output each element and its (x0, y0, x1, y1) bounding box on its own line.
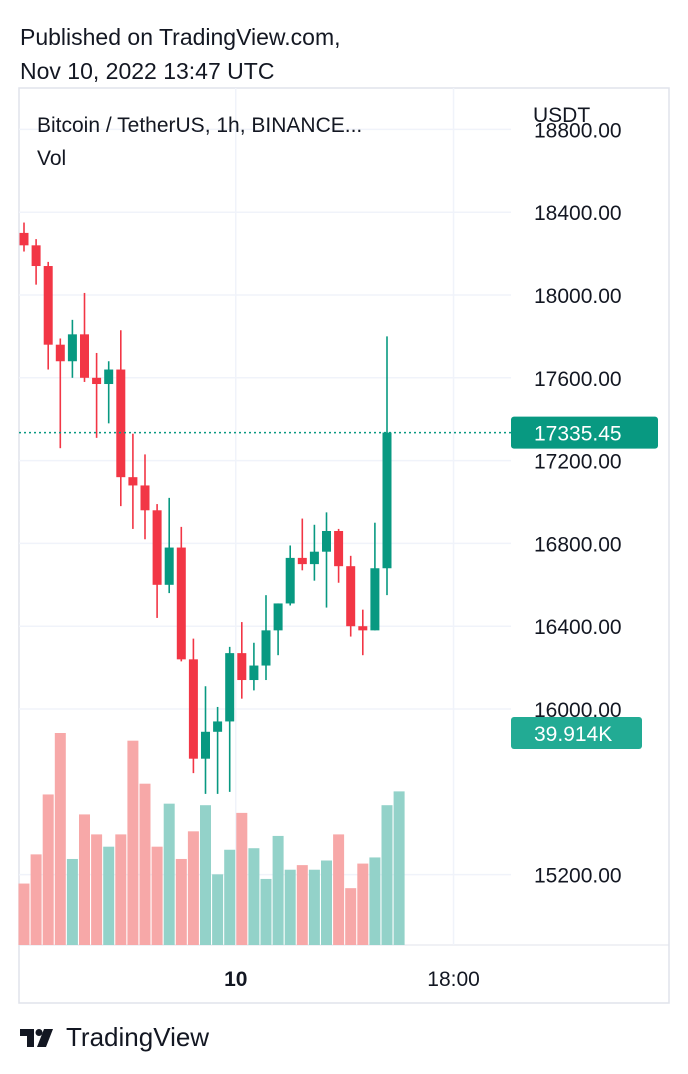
price-tick-label: 16000.00 (534, 699, 622, 722)
volume-bar (224, 849, 236, 945)
volume-bar (272, 835, 284, 945)
candles (19, 222, 392, 794)
volume-bar (54, 733, 66, 945)
chart-frame (18, 87, 670, 1004)
volume-bar (308, 869, 320, 945)
candle-body (249, 665, 259, 681)
candle-body (370, 568, 380, 631)
candle-body (201, 731, 210, 759)
volume-bar (212, 874, 224, 945)
volume-bar (393, 791, 405, 945)
price-tick-label: 18400.00 (534, 202, 622, 225)
price-tick-label: 16400.00 (534, 616, 622, 639)
candle-body (116, 369, 126, 478)
legend-volume[interactable]: Vol (37, 147, 66, 170)
published-line-1: Published on TradingView.com, (20, 24, 341, 50)
volume-bar (18, 883, 30, 945)
volume-bar (187, 831, 199, 945)
volume-bar (115, 834, 127, 945)
volume-bar (30, 854, 42, 945)
candle-body (188, 659, 198, 759)
price-axis[interactable]: 18800.00 18400.00 18000.00 17600.00 17200.00… (534, 119, 622, 887)
candle-body (225, 653, 235, 722)
last-volume-tag (511, 717, 642, 749)
price-tick-label: 16800.00 (534, 533, 622, 556)
candle-body (92, 377, 102, 385)
currency-label: USDT (533, 104, 590, 127)
volume-bar (175, 858, 187, 945)
candle-body (213, 721, 223, 732)
candle-body (322, 530, 331, 552)
volume-bar (369, 857, 381, 945)
candle-body (358, 626, 368, 631)
time-tick-label: 18:00 (427, 968, 480, 991)
volume-bar (296, 865, 308, 945)
candle-body (43, 266, 53, 345)
time-axis[interactable]: 10 18:00 (224, 968, 480, 991)
brand-name: TradingView (66, 1022, 210, 1052)
legend-symbol[interactable]: Bitcoin / TetherUS, 1h, BINANCE... (37, 114, 362, 137)
candle-body (67, 334, 77, 362)
price-tick-label: 17600.00 (534, 368, 622, 391)
candle-body (346, 566, 356, 627)
candle-body (19, 232, 29, 246)
price-tick-label: 15200.00 (534, 865, 622, 888)
volume-bar (151, 846, 163, 945)
candle-body (297, 557, 307, 565)
candle-body (164, 547, 174, 585)
last-volume-value: 39.914K (534, 723, 612, 746)
last-price-value: 17335.45 (534, 423, 622, 446)
volume-bar (381, 805, 393, 945)
published-caption: Published on TradingView.com, Nov 10, 20… (20, 20, 341, 88)
volume-bar (357, 863, 369, 945)
candle-body (273, 603, 283, 631)
volume-bar (236, 812, 248, 945)
candle-body (382, 432, 392, 569)
candle-body (55, 344, 65, 362)
grid (19, 88, 511, 945)
candle-body (261, 630, 271, 666)
volume-bar (127, 740, 139, 945)
candle-body (176, 547, 186, 660)
volume-bar (333, 834, 345, 945)
price-tick-label: 18800.00 (534, 119, 622, 142)
volume-bar (66, 858, 78, 945)
candle-body (237, 653, 247, 681)
tradingview-logo-icon (20, 1028, 53, 1047)
candle-body (334, 530, 344, 567)
volume-bar (91, 834, 103, 945)
volume-bar (321, 860, 332, 945)
volume-bar (163, 803, 175, 945)
volume-bars (18, 733, 405, 945)
candle-body (80, 334, 89, 378)
tradingview-brand[interactable]: TradingView (20, 1022, 209, 1053)
volume-bar (139, 783, 151, 945)
candle-body (31, 245, 41, 267)
volume-bar (260, 878, 272, 945)
candle-body (104, 369, 114, 385)
price-tick-label: 18000.00 (534, 285, 622, 308)
price-tick-label: 17200.00 (534, 451, 622, 474)
candle-body (128, 477, 138, 486)
candle-body (140, 485, 150, 511)
volume-bar (200, 805, 211, 945)
volume-bar (284, 869, 296, 945)
volume-bar (79, 814, 90, 945)
volume-bar (248, 848, 260, 945)
volume-bar (103, 846, 115, 945)
volume-bar (42, 794, 54, 945)
volume-bar (345, 888, 357, 945)
candle-body (285, 557, 295, 604)
published-line-2: Nov 10, 2022 13:47 UTC (20, 58, 275, 84)
candle-body (309, 551, 319, 565)
last-price-tag (511, 416, 658, 449)
candle-body (152, 510, 162, 585)
time-tick-label: 10 (224, 968, 247, 991)
